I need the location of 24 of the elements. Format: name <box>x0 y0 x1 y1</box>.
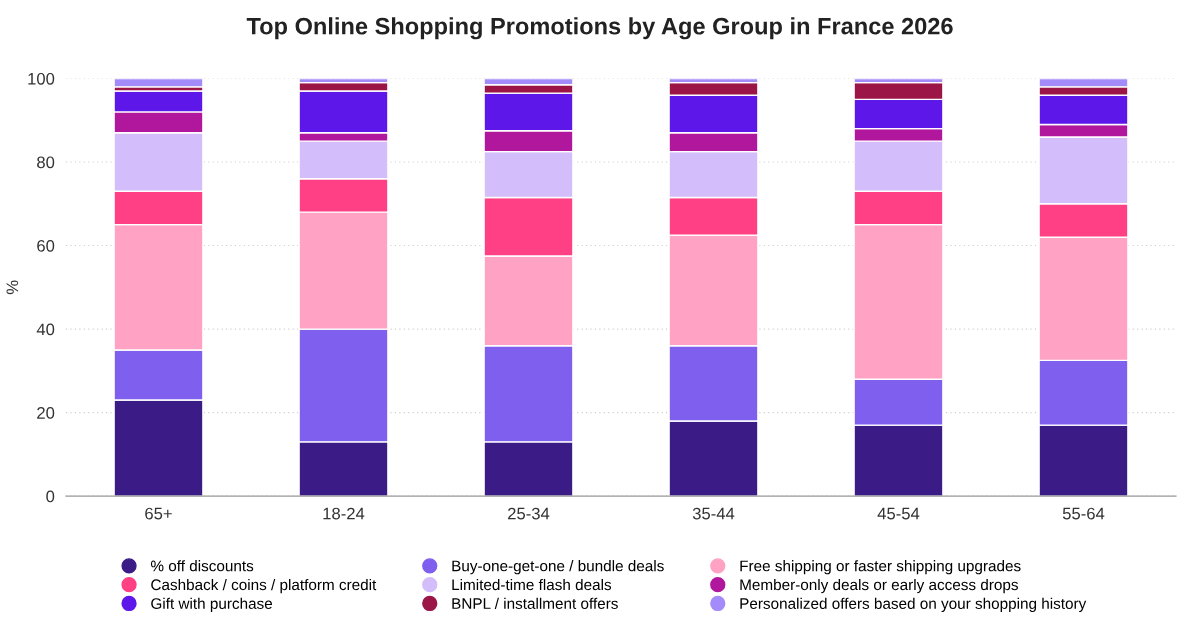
x-tick-label: 18-24 <box>323 507 365 520</box>
y-tick-label: 80 <box>37 156 55 169</box>
legend-label: % off discounts <box>150 560 254 572</box>
legend-label: BNPL / installment offers <box>452 597 618 609</box>
legend-label: Gift with purchase <box>151 597 273 612</box>
legend-label: Personalized offers based on your shopping history <box>740 597 1087 612</box>
x-tick-label: 55-64 <box>1062 507 1105 520</box>
y-tick-label: 0 <box>46 490 55 503</box>
y-tick-label: 20 <box>37 407 55 419</box>
chart-title: Top Online Shopping Promotions by Age Group in France 2026 <box>246 17 953 40</box>
legend-label: Free shipping or faster shipping upgrades <box>740 560 1021 575</box>
y-tick-label: 40 <box>36 323 55 336</box>
x-tick-label: 25-34 <box>508 507 550 520</box>
bar <box>113 78 204 88</box>
x-tick-label: 45-54 <box>877 507 920 520</box>
legend-label: Limited-time flash deals <box>452 578 612 591</box>
y-tick-label: 60 <box>37 239 55 252</box>
x-tick-label: 35-44 <box>692 507 735 520</box>
legend-label: Cashback / coins / platform credit <box>151 578 377 594</box>
legend-label: Member-only deals or early access drops <box>740 578 1018 594</box>
y-axis-title: % <box>6 280 19 295</box>
legend-label: Buy-one-get-one / bundle deals <box>452 560 664 575</box>
y-tick-label: 100 <box>28 72 55 85</box>
x-tick-label: 65+ <box>145 507 172 520</box>
